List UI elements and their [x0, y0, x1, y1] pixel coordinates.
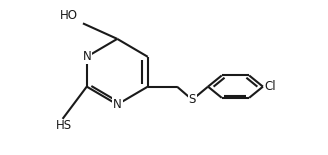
Text: Cl: Cl: [265, 80, 276, 93]
Text: HO: HO: [60, 9, 78, 22]
Text: S: S: [189, 93, 196, 106]
Text: HS: HS: [56, 120, 72, 133]
Text: N: N: [82, 50, 91, 63]
Text: N: N: [113, 98, 122, 111]
